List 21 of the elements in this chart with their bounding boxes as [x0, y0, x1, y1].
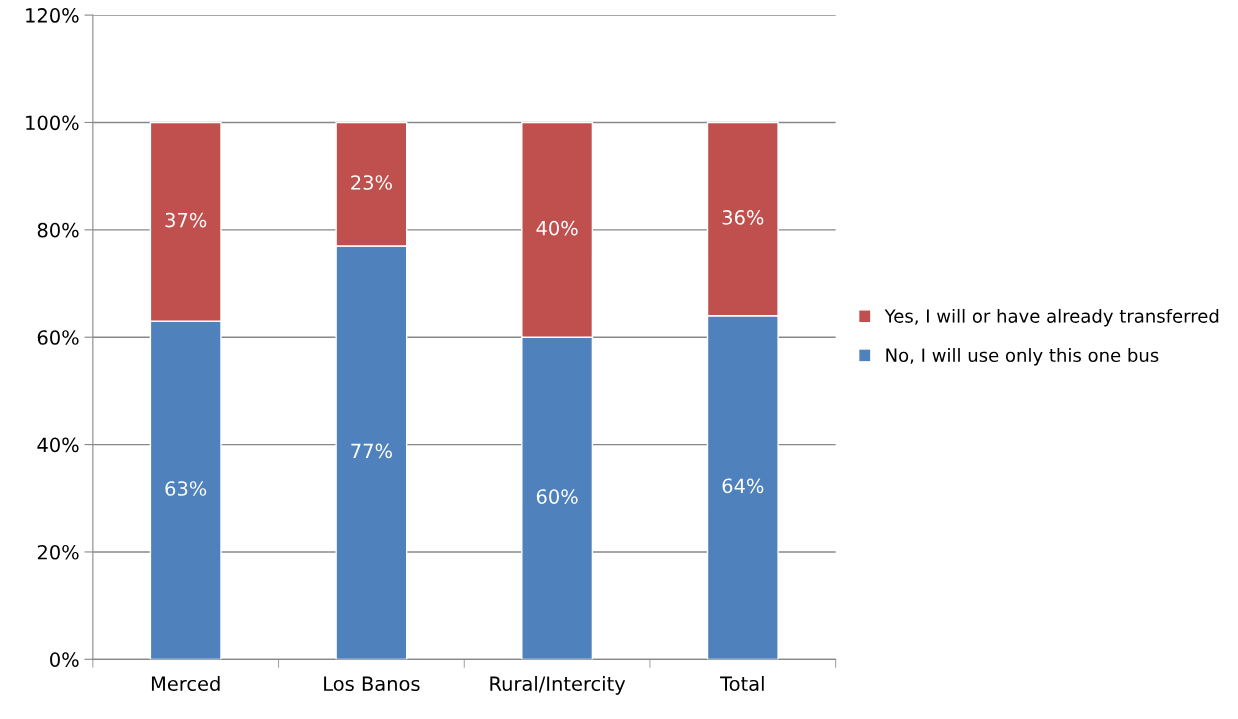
x-tick-label: Los Banos — [324, 676, 420, 692]
data-label: 40% — [536, 220, 578, 236]
legend-label: Yes, I will or have already transferred — [884, 308, 1219, 327]
data-label: 23% — [351, 175, 392, 190]
x-tick-label: Total — [720, 675, 764, 692]
x-tick-label: Merced — [151, 675, 220, 692]
data-label: 77% — [351, 443, 392, 459]
y-tick-label: 40% — [37, 437, 79, 453]
legend-label: No, I will use only this one bus — [886, 348, 1159, 366]
data-label: 60% — [536, 489, 578, 504]
y-tick-label: 20% — [37, 544, 79, 560]
y-tick-label: 0% — [50, 652, 79, 667]
data-label: 63% — [165, 481, 207, 496]
x-tick-label: Rural/Intercity — [490, 675, 626, 695]
y-tick-label: 60% — [37, 330, 79, 345]
y-tick-label: 80% — [37, 222, 79, 238]
data-label: 64% — [722, 478, 764, 494]
data-label: 37% — [165, 212, 207, 228]
y-tick-label: 100% — [26, 115, 79, 131]
y-tick-label: 120% — [26, 8, 79, 23]
data-label: 36% — [722, 210, 764, 225]
